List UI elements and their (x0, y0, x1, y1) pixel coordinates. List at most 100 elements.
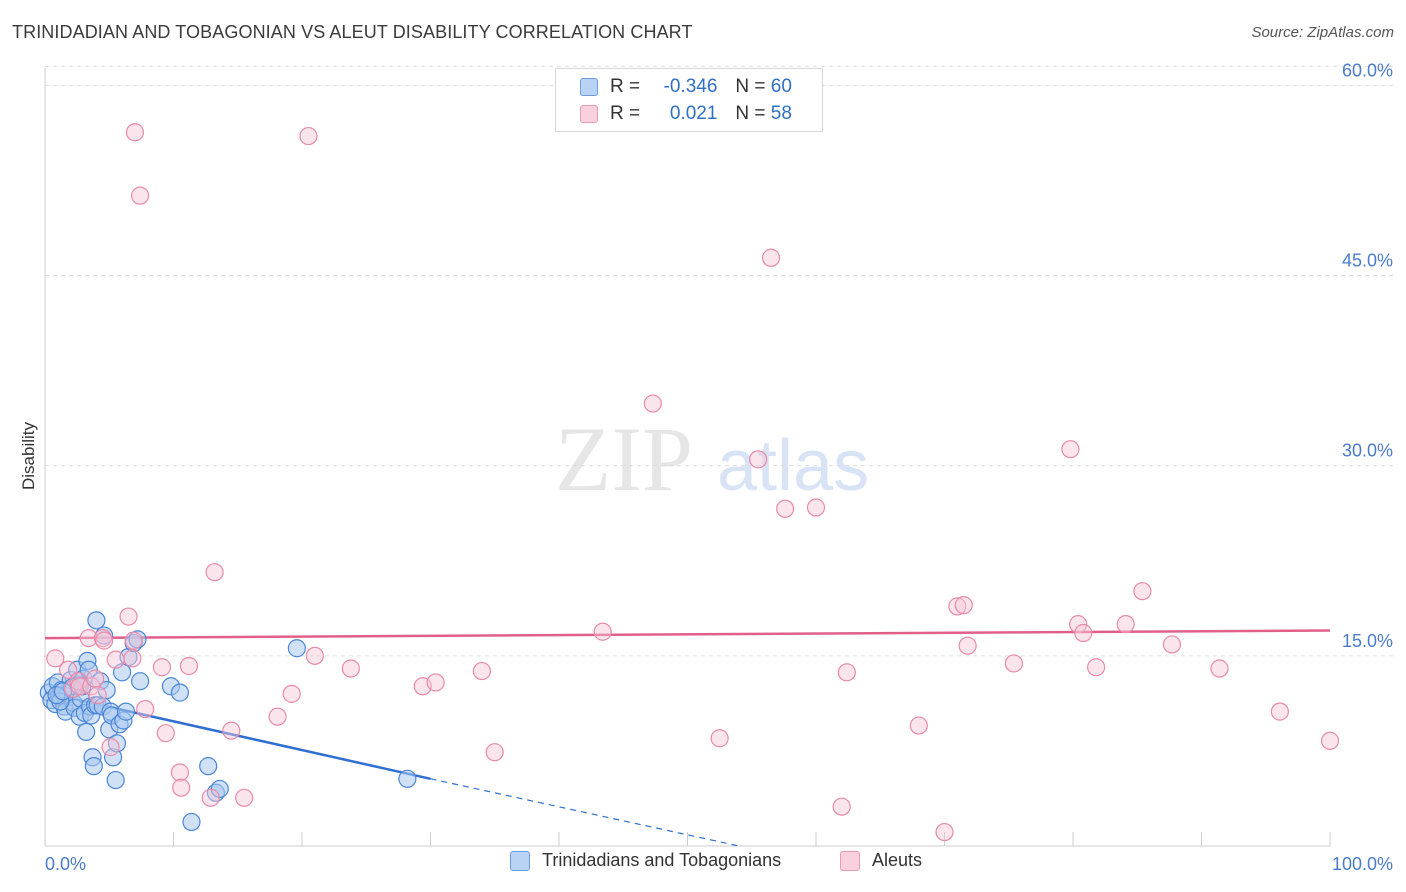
point-aleuts (485, 743, 504, 762)
point-aleuts (125, 123, 145, 142)
point-aleuts (124, 631, 143, 650)
legend-n-label: N = (735, 76, 766, 97)
legend-r-label: R = (610, 76, 641, 97)
point-aleuts (201, 788, 220, 807)
correlation-legend: R = -0.346 N = 60 R = 0.021 N = 58 (555, 68, 823, 132)
legend-item-aleuts: Aleuts (840, 850, 922, 871)
point-aleuts (1116, 615, 1135, 634)
point-trinidadians (77, 722, 96, 742)
legend-label-trinidadians: Trinidadians and Tobagonians (542, 850, 782, 870)
x-tick-label: 0.0% (45, 854, 86, 874)
point-aleuts (88, 686, 107, 705)
legend-n-label: N = (735, 103, 766, 124)
point-aleuts (305, 646, 324, 665)
point-trinidadians (398, 769, 417, 788)
point-trinidadians (106, 770, 125, 790)
legend-item-trinidadians: Trinidadians and Tobagonians (510, 850, 781, 871)
point-aleuts (235, 788, 254, 807)
point-aleuts (593, 622, 612, 641)
y-tick-label: 15.0% (1342, 631, 1393, 651)
point-aleuts (172, 778, 191, 797)
point-aleuts (136, 699, 155, 719)
point-aleuts (205, 563, 224, 582)
point-aleuts (749, 450, 768, 469)
y-tick-label: 60.0% (1342, 60, 1393, 80)
point-aleuts (123, 649, 142, 668)
point-aleuts (710, 729, 729, 748)
point-aleuts (761, 248, 781, 267)
point-trinidadians (199, 757, 218, 776)
point-aleuts (426, 673, 445, 692)
legend-label-aleuts: Aleuts (872, 850, 923, 870)
point-aleuts (958, 636, 977, 655)
series-trinidadians-points (39, 611, 417, 832)
point-aleuts (935, 822, 954, 842)
legend-swatch-pink (580, 105, 598, 123)
point-aleuts (1210, 659, 1229, 678)
legend-n-value-blue: 60 (770, 76, 792, 97)
point-aleuts (46, 649, 65, 668)
point-aleuts (909, 716, 928, 735)
point-aleuts (268, 707, 287, 726)
legend-row-aleuts: R = 0.021 N = 58 (580, 102, 792, 126)
trend-lines (44, 629, 1331, 847)
point-aleuts (1087, 658, 1106, 677)
point-aleuts (954, 596, 973, 615)
point-aleuts (170, 763, 190, 782)
point-trinidadians (287, 639, 306, 658)
point-trinidadians (116, 702, 136, 721)
legend-swatch-aleuts (840, 850, 860, 871)
point-aleuts (472, 661, 491, 681)
y-tick-label: 45.0% (1342, 251, 1393, 271)
point-aleuts (643, 394, 662, 413)
legend-n-value-pink: 58 (770, 103, 792, 124)
y-axis-label: Disability (19, 421, 38, 490)
point-aleuts (776, 499, 795, 518)
point-aleuts (1004, 654, 1023, 673)
point-aleuts (119, 607, 138, 626)
gridlines (45, 65, 1395, 657)
legend-r-label: R = (610, 103, 641, 124)
point-aleuts (130, 186, 150, 205)
legend-r-value-pink: 0.021 (669, 103, 718, 124)
point-aleuts (948, 597, 967, 616)
legend-swatch-trinidadians (510, 850, 530, 871)
source-label: Source: ZipAtlas.com (1251, 24, 1394, 41)
tick-labels: 15.0% 30.0% 45.0% 60.0% 0.0% 100.0% (45, 60, 1393, 874)
watermark: ZIP atlas (555, 408, 869, 510)
axes (44, 68, 1331, 847)
point-aleuts (152, 658, 172, 677)
trend-line-trinidadians-extension (430, 778, 740, 847)
point-aleuts (1061, 440, 1080, 459)
watermark-zip: ZIP (555, 408, 693, 510)
point-aleuts (156, 724, 175, 743)
point-aleuts (106, 650, 125, 669)
legend-swatch-blue (580, 78, 598, 96)
point-trinidadians (182, 812, 201, 832)
legend-r-value-blue: -0.346 (663, 76, 718, 97)
point-aleuts (179, 656, 199, 676)
point-trinidadians (97, 680, 116, 700)
chart-title: TRINIDADIAN AND TOBAGONIAN VS ALEUT DISA… (12, 22, 693, 42)
point-aleuts (1069, 615, 1088, 634)
point-aleuts (341, 659, 360, 678)
point-aleuts (95, 631, 114, 650)
point-aleuts (59, 660, 78, 679)
series-legend: Trinidadians and Tobagonians Aleuts (0, 850, 1406, 878)
point-aleuts (832, 797, 851, 816)
series-aleuts-points (46, 123, 1340, 842)
point-aleuts (86, 669, 105, 688)
trend-line-aleuts (44, 629, 1331, 640)
point-aleuts (222, 721, 241, 740)
point-aleuts (282, 684, 301, 703)
point-aleuts (1270, 702, 1289, 721)
point-aleuts (299, 126, 318, 146)
point-aleuts (1162, 635, 1182, 654)
point-aleuts (1133, 582, 1152, 601)
point-aleuts (806, 498, 826, 517)
point-aleuts (101, 738, 120, 757)
legend-row-trinidadians: R = -0.346 N = 60 (580, 75, 792, 99)
point-trinidadians (84, 757, 103, 776)
point-aleuts (1074, 623, 1093, 643)
